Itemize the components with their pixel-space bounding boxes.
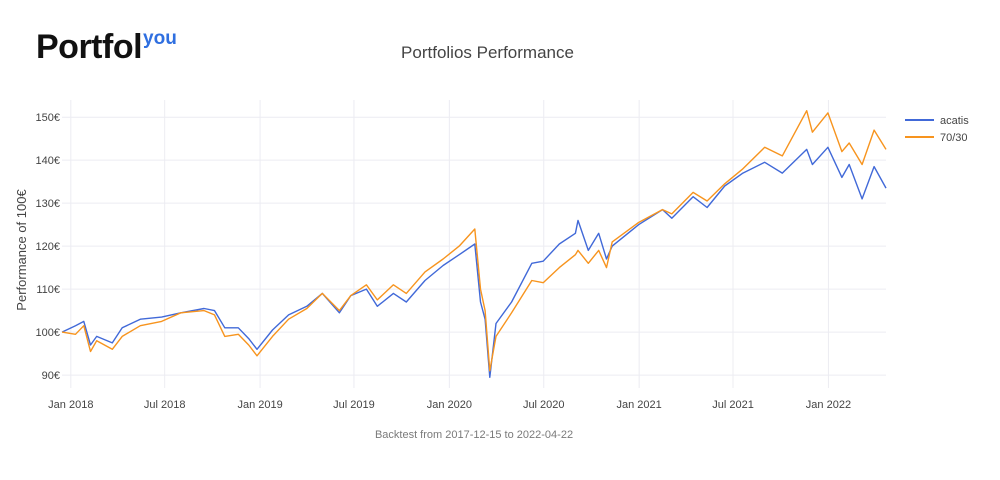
y-tick-label: 150€ xyxy=(36,112,60,124)
y-tick-label: 100€ xyxy=(36,327,60,339)
series-line-70-30 xyxy=(61,110,887,372)
y-tick-label: 110€ xyxy=(36,284,60,296)
x-tick-label: Jul 2020 xyxy=(523,399,565,411)
y-tick-label: 120€ xyxy=(36,241,60,253)
y-tick-label: 140€ xyxy=(36,155,60,167)
x-tick-label: Jul 2019 xyxy=(333,399,375,411)
series-lines xyxy=(61,110,887,378)
x-tick-label: Jan 2019 xyxy=(237,399,282,411)
x-tick-label: Jan 2020 xyxy=(427,399,472,411)
x-tick-label: Jan 2021 xyxy=(617,399,662,411)
x-tick-label: Jan 2022 xyxy=(806,399,851,411)
x-tick-label: Jul 2021 xyxy=(712,399,754,411)
gridlines xyxy=(62,100,886,388)
legend-label[interactable]: acatis xyxy=(940,115,969,127)
y-tick-label: 90€ xyxy=(42,370,60,382)
logo-superscript: you xyxy=(143,28,177,49)
backtest-caption: Backtest from 2017-12-15 to 2022-04-22 xyxy=(375,429,573,441)
x-tick-label: Jan 2018 xyxy=(48,399,93,411)
axis-ticks: 90€ 100€ 110€ 120€ 130€ 140€ 150€ Jan 2018 Jul 2… xyxy=(36,112,852,411)
chart-title: Portfolios Performance xyxy=(401,43,574,62)
series-line-acatis xyxy=(61,146,887,378)
x-tick-label: Jul 2018 xyxy=(144,399,186,411)
legend: acatis 70/30 xyxy=(905,115,969,144)
y-axis-title: Performance of 100€ xyxy=(14,189,29,311)
legend-label[interactable]: 70/30 xyxy=(940,132,968,144)
logo-wordmark: Portfol xyxy=(36,28,143,66)
portfolyou-logo: Portfolyou xyxy=(36,28,177,68)
y-tick-label: 130€ xyxy=(36,198,60,210)
